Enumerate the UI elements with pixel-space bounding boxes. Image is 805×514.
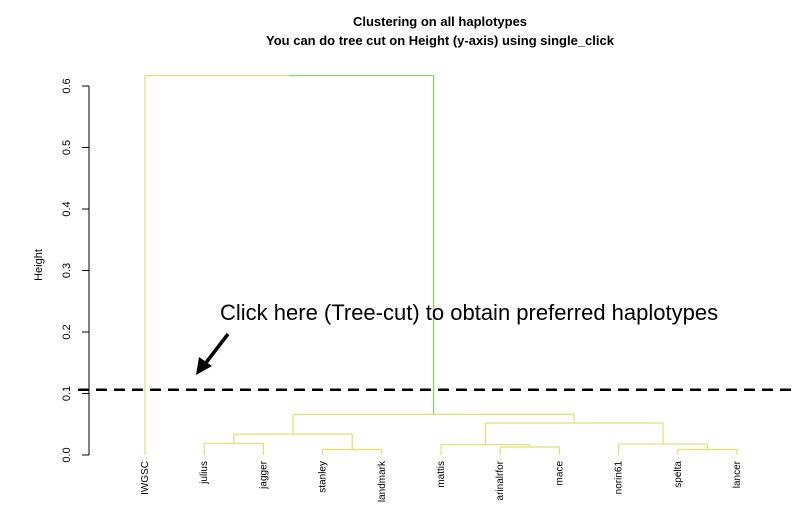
leaf-labels: IWGSC julius jagger stanley landmark mattis ar… (140, 460, 743, 502)
leaf-label: lancer (732, 460, 743, 488)
y-tick-label: 0.2 (61, 324, 73, 339)
leaf-label: landmark (377, 460, 388, 502)
tree-cut[interactable] (78, 382, 795, 398)
y-tick-label: 0.0 (61, 447, 73, 462)
leaf-label: jagger (258, 460, 269, 489)
leaf-label: spelta (673, 461, 684, 488)
y-axis-label: Height (33, 249, 45, 281)
leaf-label: mattis (436, 461, 447, 488)
leaf-label: mace (554, 461, 565, 486)
arrow-icon (196, 332, 230, 375)
leaf-label: IWGSC (140, 461, 151, 495)
y-axis: 0.0 0.1 0.2 0.3 0.4 0.5 0.6 (61, 78, 90, 463)
y-tick-label: 0.5 (61, 140, 73, 155)
chart-title: Clustering on all haplotypes (353, 14, 527, 29)
dendrogram-branches (144, 74, 738, 455)
chart-subtitle: You can do tree cut on Height (y-axis) u… (266, 33, 615, 48)
tree-cut-hit-area[interactable] (78, 382, 795, 398)
y-tick-label: 0.1 (61, 386, 73, 401)
leaf-label: arinalrfor (495, 460, 506, 500)
leaf-label: norin61 (614, 461, 625, 495)
tree-cut-annotation: Click here (Tree-cut) to obtain preferre… (220, 300, 718, 325)
y-tick-label: 0.3 (61, 263, 73, 278)
leaf-label: stanley (318, 461, 329, 493)
leaf-label: julius (199, 461, 210, 485)
y-tick-label: 0.6 (61, 78, 73, 93)
y-tick-label: 0.4 (61, 201, 73, 216)
